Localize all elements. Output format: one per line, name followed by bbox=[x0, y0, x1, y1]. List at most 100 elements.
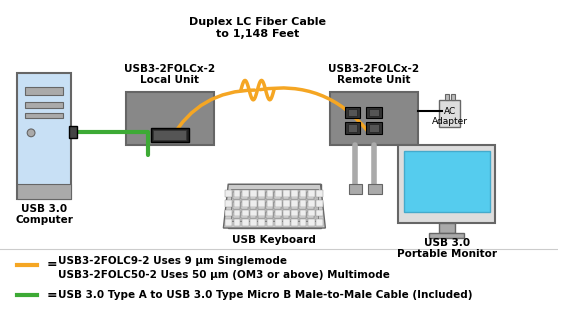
FancyBboxPatch shape bbox=[283, 200, 290, 207]
FancyBboxPatch shape bbox=[316, 219, 323, 226]
FancyBboxPatch shape bbox=[266, 192, 273, 199]
FancyBboxPatch shape bbox=[250, 210, 257, 216]
FancyBboxPatch shape bbox=[267, 190, 274, 197]
FancyBboxPatch shape bbox=[291, 202, 298, 209]
FancyBboxPatch shape bbox=[439, 223, 455, 233]
FancyBboxPatch shape bbox=[348, 109, 358, 116]
FancyBboxPatch shape bbox=[299, 212, 306, 218]
Circle shape bbox=[27, 129, 35, 137]
FancyBboxPatch shape bbox=[250, 190, 257, 197]
FancyBboxPatch shape bbox=[300, 200, 306, 207]
FancyBboxPatch shape bbox=[242, 192, 248, 199]
FancyBboxPatch shape bbox=[250, 192, 256, 199]
FancyBboxPatch shape bbox=[308, 192, 314, 199]
FancyBboxPatch shape bbox=[258, 202, 264, 209]
Text: AC
Adapter: AC Adapter bbox=[432, 107, 467, 126]
FancyBboxPatch shape bbox=[451, 94, 455, 100]
FancyBboxPatch shape bbox=[308, 200, 315, 207]
FancyBboxPatch shape bbox=[316, 210, 323, 216]
FancyBboxPatch shape bbox=[292, 219, 298, 226]
Text: to 1,148 Feet: to 1,148 Feet bbox=[216, 29, 299, 39]
FancyBboxPatch shape bbox=[274, 192, 281, 199]
FancyBboxPatch shape bbox=[267, 219, 274, 226]
Text: =: = bbox=[47, 258, 58, 271]
FancyBboxPatch shape bbox=[275, 210, 282, 216]
FancyBboxPatch shape bbox=[258, 219, 265, 226]
Text: Duplex LC Fiber Cable: Duplex LC Fiber Cable bbox=[189, 17, 326, 27]
FancyBboxPatch shape bbox=[368, 184, 382, 194]
FancyBboxPatch shape bbox=[283, 192, 289, 199]
FancyBboxPatch shape bbox=[225, 219, 232, 226]
FancyBboxPatch shape bbox=[250, 202, 256, 209]
FancyBboxPatch shape bbox=[17, 73, 71, 199]
FancyBboxPatch shape bbox=[225, 190, 232, 197]
FancyBboxPatch shape bbox=[233, 190, 240, 197]
FancyBboxPatch shape bbox=[398, 145, 495, 223]
Polygon shape bbox=[224, 184, 325, 228]
FancyBboxPatch shape bbox=[345, 107, 361, 118]
FancyBboxPatch shape bbox=[267, 200, 274, 207]
FancyBboxPatch shape bbox=[439, 100, 461, 127]
FancyBboxPatch shape bbox=[369, 124, 379, 132]
FancyBboxPatch shape bbox=[275, 190, 282, 197]
FancyBboxPatch shape bbox=[154, 130, 186, 140]
FancyBboxPatch shape bbox=[445, 94, 448, 100]
FancyBboxPatch shape bbox=[233, 200, 240, 207]
FancyBboxPatch shape bbox=[330, 92, 417, 145]
Text: USB 3.0 Type A to USB 3.0 Type Micro B Male-to-Male Cable (Included): USB 3.0 Type A to USB 3.0 Type Micro B M… bbox=[58, 290, 473, 300]
Text: USB3-2FOLC9-2 Uses 9 μm Singlemode: USB3-2FOLC9-2 Uses 9 μm Singlemode bbox=[58, 256, 288, 266]
FancyBboxPatch shape bbox=[266, 212, 273, 218]
FancyBboxPatch shape bbox=[283, 190, 290, 197]
FancyBboxPatch shape bbox=[292, 190, 298, 197]
FancyBboxPatch shape bbox=[69, 126, 76, 138]
FancyBboxPatch shape bbox=[242, 202, 248, 209]
FancyBboxPatch shape bbox=[25, 87, 63, 95]
FancyBboxPatch shape bbox=[17, 184, 71, 199]
FancyBboxPatch shape bbox=[283, 219, 290, 226]
FancyBboxPatch shape bbox=[258, 192, 264, 199]
FancyBboxPatch shape bbox=[242, 200, 248, 207]
FancyBboxPatch shape bbox=[242, 190, 248, 197]
Text: USB3-2FOLCx-2
Local Unit: USB3-2FOLCx-2 Local Unit bbox=[124, 64, 216, 85]
FancyBboxPatch shape bbox=[316, 200, 323, 207]
FancyBboxPatch shape bbox=[291, 192, 298, 199]
FancyBboxPatch shape bbox=[404, 151, 489, 212]
FancyBboxPatch shape bbox=[25, 102, 63, 108]
FancyBboxPatch shape bbox=[308, 202, 314, 209]
FancyBboxPatch shape bbox=[283, 210, 290, 216]
FancyBboxPatch shape bbox=[292, 200, 298, 207]
FancyBboxPatch shape bbox=[345, 122, 361, 134]
FancyBboxPatch shape bbox=[242, 219, 248, 226]
Text: USB3-2FOLC50-2 Uses 50 μm (OM3 or above) Multimode: USB3-2FOLC50-2 Uses 50 μm (OM3 or above)… bbox=[58, 270, 390, 280]
FancyBboxPatch shape bbox=[151, 128, 189, 141]
FancyBboxPatch shape bbox=[291, 212, 298, 218]
FancyBboxPatch shape bbox=[275, 219, 282, 226]
FancyBboxPatch shape bbox=[292, 210, 298, 216]
FancyBboxPatch shape bbox=[225, 210, 232, 216]
FancyBboxPatch shape bbox=[308, 219, 315, 226]
FancyBboxPatch shape bbox=[267, 210, 274, 216]
FancyBboxPatch shape bbox=[274, 212, 281, 218]
FancyBboxPatch shape bbox=[258, 200, 265, 207]
FancyBboxPatch shape bbox=[348, 124, 358, 132]
FancyBboxPatch shape bbox=[258, 212, 264, 218]
Text: =: = bbox=[47, 288, 58, 302]
FancyBboxPatch shape bbox=[300, 190, 306, 197]
Text: USB 3.0
Computer: USB 3.0 Computer bbox=[16, 203, 73, 225]
FancyBboxPatch shape bbox=[250, 219, 257, 226]
FancyBboxPatch shape bbox=[250, 212, 256, 218]
FancyBboxPatch shape bbox=[299, 202, 306, 209]
FancyBboxPatch shape bbox=[369, 109, 379, 116]
Text: USB 3.0
Portable Monitor: USB 3.0 Portable Monitor bbox=[397, 238, 497, 259]
FancyBboxPatch shape bbox=[258, 210, 265, 216]
FancyBboxPatch shape bbox=[308, 190, 315, 197]
FancyBboxPatch shape bbox=[228, 184, 320, 228]
FancyBboxPatch shape bbox=[300, 219, 306, 226]
FancyBboxPatch shape bbox=[300, 210, 306, 216]
FancyBboxPatch shape bbox=[233, 219, 240, 226]
FancyBboxPatch shape bbox=[283, 202, 289, 209]
FancyBboxPatch shape bbox=[366, 122, 382, 134]
FancyBboxPatch shape bbox=[250, 200, 257, 207]
FancyBboxPatch shape bbox=[233, 202, 240, 209]
FancyBboxPatch shape bbox=[430, 233, 464, 238]
